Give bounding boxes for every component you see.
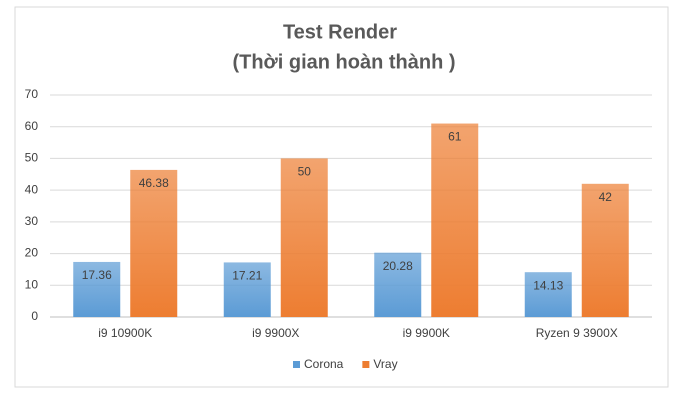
y-tick-label: 20 — [25, 246, 39, 260]
legend-swatch — [293, 361, 300, 368]
data-label: 42 — [599, 190, 613, 204]
bar — [374, 252, 422, 317]
data-label: 17.36 — [82, 268, 112, 282]
bar — [73, 261, 121, 317]
y-tick-label: 70 — [25, 87, 39, 101]
x-tick-label: i9 9900X — [252, 326, 299, 340]
bar — [223, 262, 271, 317]
y-tick-label: 0 — [31, 309, 38, 323]
x-tick-label: Ryzen 9 3900X — [536, 326, 618, 340]
y-tick-label: 50 — [25, 151, 39, 165]
data-label: 20.28 — [383, 259, 413, 273]
bar — [431, 123, 479, 318]
bar — [280, 158, 328, 317]
chart-title: Test Render — [283, 21, 397, 43]
y-tick-label: 10 — [25, 277, 39, 291]
legend-swatch — [362, 361, 370, 368]
y-tick-label: 40 — [25, 182, 39, 196]
chart-subtitle: (Thời gian hoàn thành ) — [232, 51, 455, 73]
data-label: 61 — [448, 130, 462, 144]
y-tick-label: 30 — [25, 214, 39, 228]
chart-border — [14, 6, 669, 388]
x-tick-label: i9 9900K — [403, 326, 450, 340]
bar — [130, 169, 178, 317]
legend-label: Vray — [373, 357, 397, 371]
legend-label: Corona — [304, 357, 344, 371]
y-tick-label: 60 — [25, 119, 39, 133]
bar — [581, 183, 629, 317]
data-label: 17.21 — [232, 269, 262, 283]
x-tick-label: i9 10900K — [98, 326, 152, 340]
bar — [524, 272, 572, 317]
data-label: 14.13 — [533, 278, 563, 292]
data-label: 46.38 — [139, 176, 169, 190]
data-label: 50 — [298, 165, 312, 179]
